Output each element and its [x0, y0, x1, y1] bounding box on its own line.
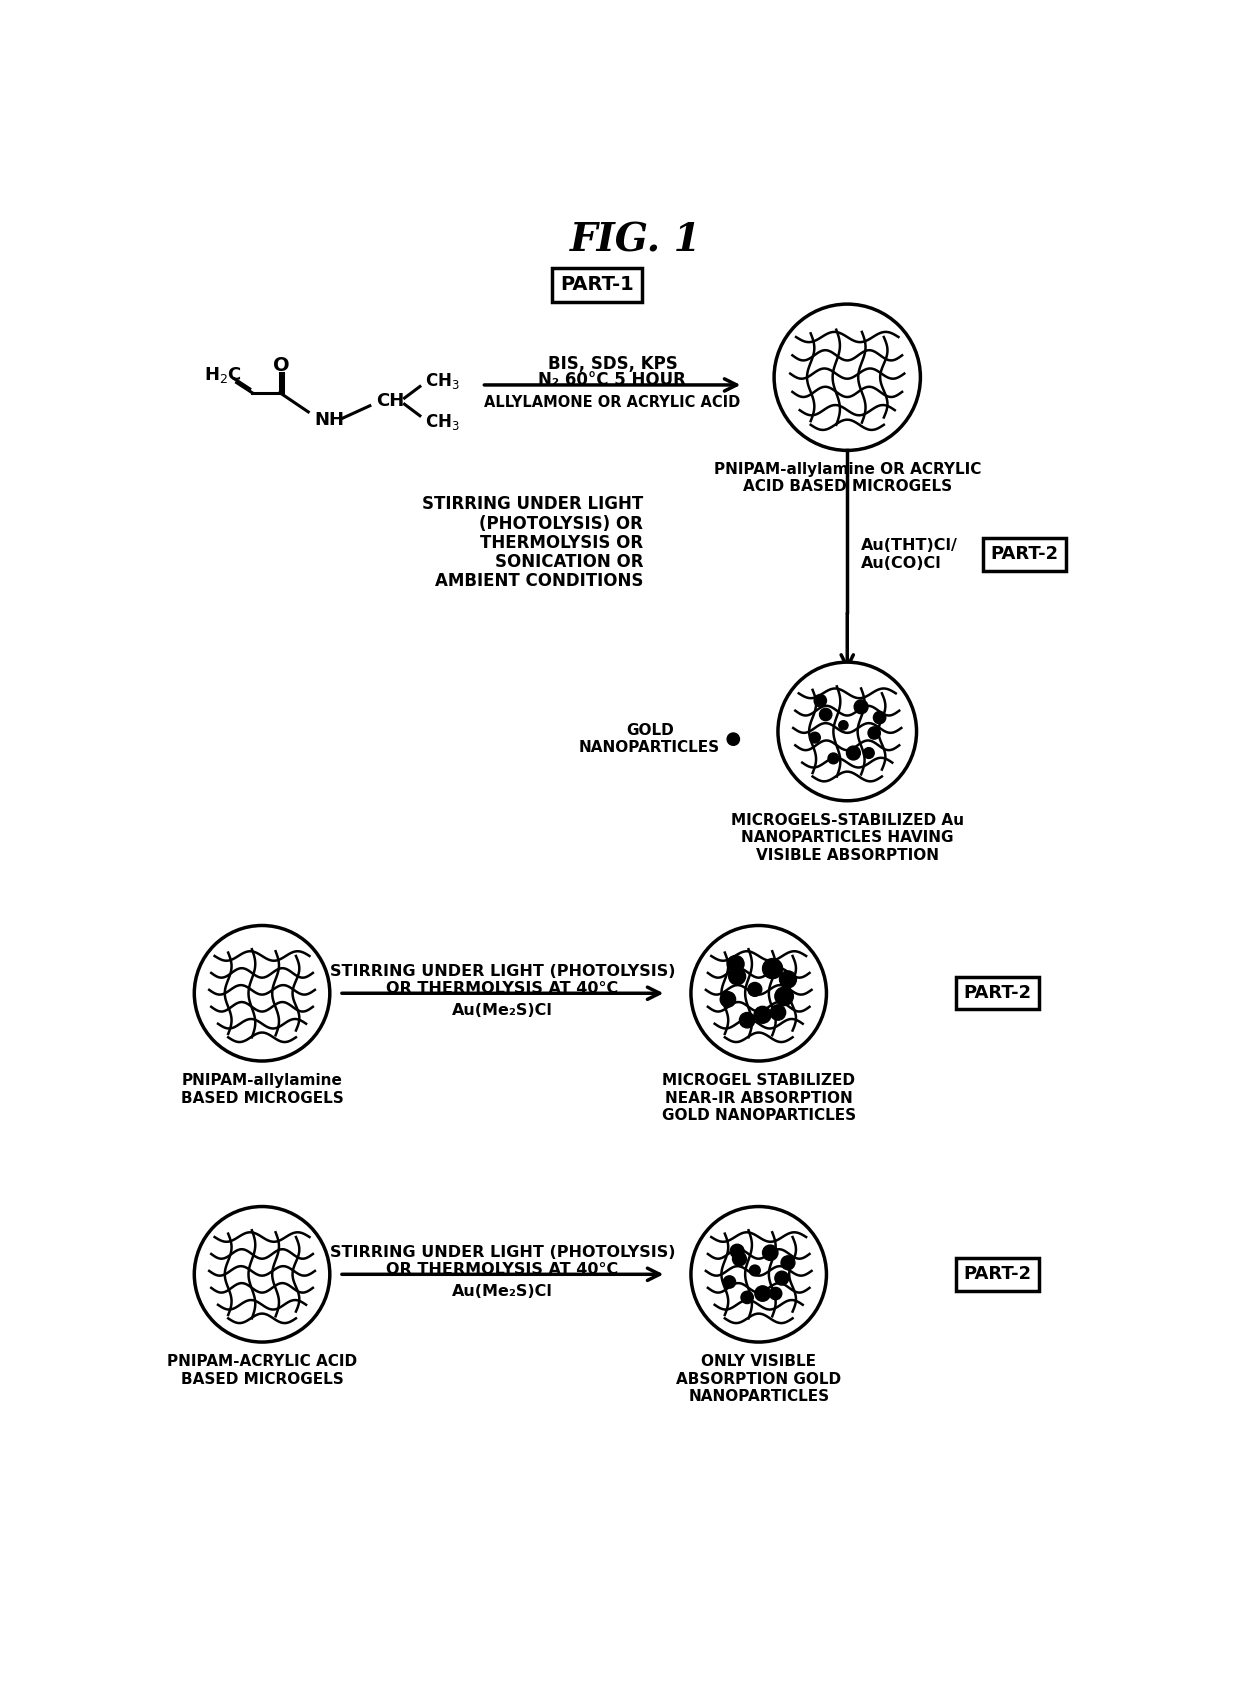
Text: CH: CH [376, 393, 404, 410]
Circle shape [770, 1005, 786, 1020]
Circle shape [763, 959, 782, 979]
Text: STIRRING UNDER LIGHT (PHOTOLYSIS): STIRRING UNDER LIGHT (PHOTOLYSIS) [330, 964, 675, 979]
Circle shape [815, 695, 826, 707]
Circle shape [838, 721, 848, 729]
Text: OR THERMOLYSIS AT 40°C: OR THERMOLYSIS AT 40°C [386, 1261, 619, 1277]
Text: PART-1: PART-1 [560, 275, 634, 294]
Text: FIG. 1: FIG. 1 [569, 223, 702, 260]
Text: Au(Me₂S)Cl: Au(Me₂S)Cl [451, 1003, 553, 1018]
Circle shape [868, 728, 880, 740]
Text: N₂ 60°C 5 HOUR: N₂ 60°C 5 HOUR [538, 371, 686, 389]
Text: O: O [273, 357, 290, 376]
Circle shape [727, 955, 744, 972]
Text: PART-2: PART-2 [963, 984, 1032, 1003]
Text: H$_2$C: H$_2$C [205, 366, 242, 384]
Circle shape [691, 925, 826, 1061]
Text: MICROGELS-STABILIZED Au
NANOPARTICLES HAVING
VISIBLE ABSORPTION: MICROGELS-STABILIZED Au NANOPARTICLES HA… [730, 813, 963, 864]
Circle shape [733, 1251, 746, 1266]
Circle shape [775, 1272, 789, 1285]
Text: PNIPAM-allylamine
BASED MICROGELS: PNIPAM-allylamine BASED MICROGELS [181, 1073, 343, 1105]
Circle shape [820, 709, 832, 721]
Circle shape [863, 748, 874, 758]
Text: PART-2: PART-2 [991, 546, 1059, 563]
Circle shape [810, 733, 821, 743]
Circle shape [739, 1013, 755, 1028]
Text: NH: NH [315, 411, 345, 428]
Text: PNIPAM-ACRYLIC ACID
BASED MICROGELS: PNIPAM-ACRYLIC ACID BASED MICROGELS [167, 1355, 357, 1387]
Circle shape [723, 1275, 735, 1289]
Circle shape [195, 1207, 330, 1341]
Circle shape [755, 1285, 770, 1300]
Circle shape [754, 1006, 771, 1023]
Circle shape [763, 1244, 777, 1260]
Circle shape [749, 1265, 760, 1275]
Text: BIS, SDS, KPS: BIS, SDS, KPS [548, 355, 677, 374]
Circle shape [770, 1287, 781, 1300]
Circle shape [777, 663, 916, 801]
Text: CH$_3$: CH$_3$ [425, 371, 460, 391]
Text: GOLD
NANOPARTICLES: GOLD NANOPARTICLES [579, 722, 720, 755]
Circle shape [775, 988, 794, 1006]
Circle shape [781, 1256, 795, 1270]
Circle shape [780, 971, 796, 988]
Text: STIRRING UNDER LIGHT: STIRRING UNDER LIGHT [422, 495, 644, 513]
Text: ONLY VISIBLE
ABSORPTION GOLD
NANOPARTICLES: ONLY VISIBLE ABSORPTION GOLD NANOPARTICL… [676, 1355, 841, 1404]
Text: Au(THT)Cl/
Au(CO)Cl: Au(THT)Cl/ Au(CO)Cl [861, 539, 959, 571]
Text: STIRRING UNDER LIGHT (PHOTOLYSIS): STIRRING UNDER LIGHT (PHOTOLYSIS) [330, 1244, 675, 1260]
Circle shape [854, 700, 868, 714]
Circle shape [847, 746, 861, 760]
Text: PNIPAM-allylamine OR ACRYLIC
ACID BASED MICROGELS: PNIPAM-allylamine OR ACRYLIC ACID BASED … [713, 462, 981, 495]
Circle shape [729, 967, 745, 984]
Circle shape [720, 991, 735, 1006]
Circle shape [730, 1244, 744, 1258]
Circle shape [691, 1207, 826, 1341]
Circle shape [774, 304, 920, 451]
Circle shape [748, 983, 761, 996]
Circle shape [195, 925, 330, 1061]
Text: (PHOTOLYSIS) OR: (PHOTOLYSIS) OR [480, 515, 644, 532]
Circle shape [828, 753, 838, 763]
Text: SONICATION OR: SONICATION OR [495, 552, 644, 571]
Circle shape [873, 711, 885, 724]
Text: Au(Me₂S)Cl: Au(Me₂S)Cl [451, 1284, 553, 1299]
Text: MICROGEL STABILIZED
NEAR-IR ABSORPTION
GOLD NANOPARTICLES: MICROGEL STABILIZED NEAR-IR ABSORPTION G… [662, 1073, 856, 1124]
Text: OR THERMOLYSIS AT 40°C: OR THERMOLYSIS AT 40°C [386, 981, 619, 996]
Text: PART-2: PART-2 [963, 1265, 1032, 1284]
Text: CH$_3$: CH$_3$ [425, 411, 460, 432]
Circle shape [727, 733, 739, 745]
Circle shape [742, 1292, 754, 1304]
Text: THERMOLYSIS OR: THERMOLYSIS OR [480, 534, 644, 552]
Text: ALLYLAMONE OR ACRYLIC ACID: ALLYLAMONE OR ACRYLIC ACID [485, 394, 740, 410]
Text: AMBIENT CONDITIONS: AMBIENT CONDITIONS [435, 573, 644, 590]
